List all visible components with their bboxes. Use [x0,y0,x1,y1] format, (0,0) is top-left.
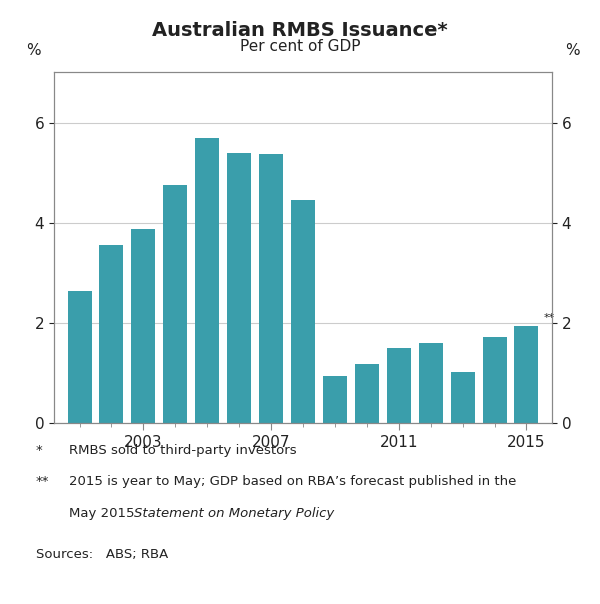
Bar [323,376,347,423]
Bar [355,364,379,423]
Text: *: * [36,444,43,457]
Text: **: ** [544,313,555,323]
Bar [195,138,219,423]
Bar [291,200,315,423]
Text: Per cent of GDP: Per cent of GDP [240,39,360,54]
Text: Sources:   ABS; RBA: Sources: ABS; RBA [36,548,168,561]
Bar [259,153,283,423]
Text: RMBS sold to third-party investors: RMBS sold to third-party investors [69,444,296,457]
Text: Australian RMBS Issuance*: Australian RMBS Issuance* [152,21,448,40]
Bar [163,185,187,423]
Bar [131,229,155,423]
Text: Statement on Monetary Policy: Statement on Monetary Policy [134,507,334,520]
Bar [419,342,443,423]
Text: 2015 is year to May; GDP based on RBA’s forecast published in the: 2015 is year to May; GDP based on RBA’s … [69,475,517,489]
Text: %: % [26,43,41,59]
Text: May 2015: May 2015 [69,507,139,520]
Bar [514,326,538,423]
Bar [100,245,124,423]
Text: %: % [565,43,580,59]
Text: **: ** [36,475,49,489]
Bar [482,336,506,423]
Bar [451,371,475,423]
Bar [68,291,92,423]
Bar [387,348,411,423]
Bar [227,153,251,423]
